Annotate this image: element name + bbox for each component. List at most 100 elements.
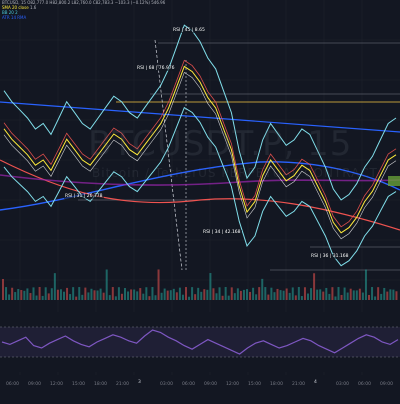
- volume-bar: [87, 292, 90, 300]
- volume-bar: [227, 295, 230, 300]
- indicator-legend: BTCUSD, 15 O82,777.0 H82,800.2 L82,760.0…: [2, 0, 165, 20]
- volume-bar: [56, 289, 59, 300]
- volume-bar: [151, 287, 154, 300]
- indicator-row-sma[interactable]: SMA 20 close 1.6: [2, 5, 165, 10]
- time-axis-label: 18:00: [94, 382, 107, 387]
- volume-bar: [218, 287, 221, 300]
- time-axis-label: 3: [138, 380, 141, 385]
- volume-bar: [319, 289, 322, 300]
- time-axis-label: 12:00: [226, 382, 239, 387]
- volume-bar: [160, 292, 163, 300]
- time-axis-label: 21:00: [116, 382, 129, 387]
- sma-label: SMA 20 close: [2, 5, 29, 10]
- volume-bar: [395, 291, 398, 300]
- trend-line: [0, 101, 400, 133]
- volume-bar: [215, 293, 218, 300]
- volume-bar: [197, 287, 200, 300]
- volume-bar: [93, 290, 96, 300]
- price-line: [3, 71, 397, 240]
- volume-bar: [340, 294, 343, 300]
- volume-bar: [307, 293, 309, 300]
- volume-bar: [133, 289, 136, 300]
- atr-label: ATR 14 RMA: [2, 15, 27, 20]
- volume-bar: [212, 288, 215, 300]
- volume-bar: [111, 287, 114, 300]
- volume-bar: [63, 291, 65, 300]
- volume-bar: [154, 295, 157, 300]
- volume-bar: [78, 287, 81, 300]
- symbol-ohlc: BTCUSD, 15 O82,777.0 H82,800.2 L82,760.0…: [2, 0, 166, 5]
- volume-bar: [392, 289, 395, 300]
- volume-bar: [172, 288, 175, 300]
- volume-bar: [255, 294, 258, 300]
- volume-bar: [206, 289, 209, 300]
- volume-bar: [239, 290, 242, 300]
- volume-bar: [38, 287, 41, 300]
- volume-bar: [191, 287, 194, 300]
- time-axis-label: 09:00: [28, 382, 41, 387]
- volume-bar: [124, 288, 126, 300]
- symbol-watermark: BTCUSDT.P, 15: [88, 124, 353, 164]
- volume-bar: [389, 289, 392, 300]
- volume-bar: [386, 291, 389, 300]
- indicator-row-bb[interactable]: BB 20 2: [2, 10, 165, 15]
- time-axis-label: 18:00: [270, 382, 283, 387]
- volume-bar: [242, 289, 245, 300]
- volume-bar: [185, 287, 187, 300]
- volume-bar: [264, 287, 267, 300]
- ma-line: [3, 59, 397, 228]
- volume-bar: [343, 287, 346, 300]
- volume-bar: [221, 295, 224, 300]
- volume-bar: [346, 292, 349, 300]
- symbol-watermark-subtitle: Bitcoin / TetherUS PERPETUAL CONTRACT: [92, 166, 378, 180]
- rsi-marker-label: RSI | 36 | 31.168: [310, 254, 350, 259]
- volume-bar: [188, 296, 191, 300]
- time-axis-label: 03:00: [160, 382, 173, 387]
- volume-bar: [285, 288, 288, 300]
- volume-bar: [142, 293, 145, 300]
- volume-bar: [203, 289, 206, 300]
- volume-bar: [325, 287, 328, 300]
- bb-label: BB 20 2: [2, 10, 18, 15]
- volume-bar: [69, 294, 72, 300]
- volume-bar: [313, 273, 316, 300]
- volume-bar: [334, 296, 337, 300]
- volume-bar: [32, 287, 35, 300]
- sma-line: [3, 65, 397, 234]
- volume-bar: [371, 287, 374, 300]
- indicator-row-atr[interactable]: ATR 14 RMA: [2, 15, 165, 20]
- time-axis-label: 4: [314, 380, 317, 385]
- volume-bar: [258, 287, 261, 300]
- volume-bar: [368, 294, 370, 300]
- volume-bar: [163, 288, 166, 300]
- volume-bar: [108, 295, 111, 300]
- volume-bar: [102, 292, 105, 300]
- volume-bar: [157, 269, 160, 300]
- time-axis-label: 09:00: [380, 382, 393, 387]
- volume-bar: [26, 288, 29, 300]
- volume-bar: [279, 290, 282, 300]
- volume-bar: [96, 290, 99, 300]
- volume-bar: [72, 287, 75, 300]
- bb-lower-line: [3, 106, 397, 267]
- volume-bar: [282, 290, 285, 300]
- volume-bar: [316, 289, 319, 300]
- volume-bar: [53, 273, 56, 300]
- volume-bar: [41, 295, 44, 300]
- volume-bar: [224, 287, 227, 300]
- time-axis-label: 03:00: [336, 382, 349, 387]
- volume-bar: [230, 287, 233, 300]
- rsi-line: [1, 329, 399, 355]
- volume-bar: [117, 287, 120, 300]
- volume-bar: [361, 292, 364, 300]
- volume-bar: [11, 287, 14, 300]
- volume-bar: [364, 269, 367, 300]
- time-axis-label: 09:00: [204, 382, 217, 387]
- volume-bar: [380, 293, 383, 300]
- trend-line: [0, 159, 400, 231]
- volume-bar: [246, 289, 248, 300]
- rsi-marker-label: RSI | 31 | 26.778: [64, 194, 104, 199]
- volume-bar: [178, 287, 181, 300]
